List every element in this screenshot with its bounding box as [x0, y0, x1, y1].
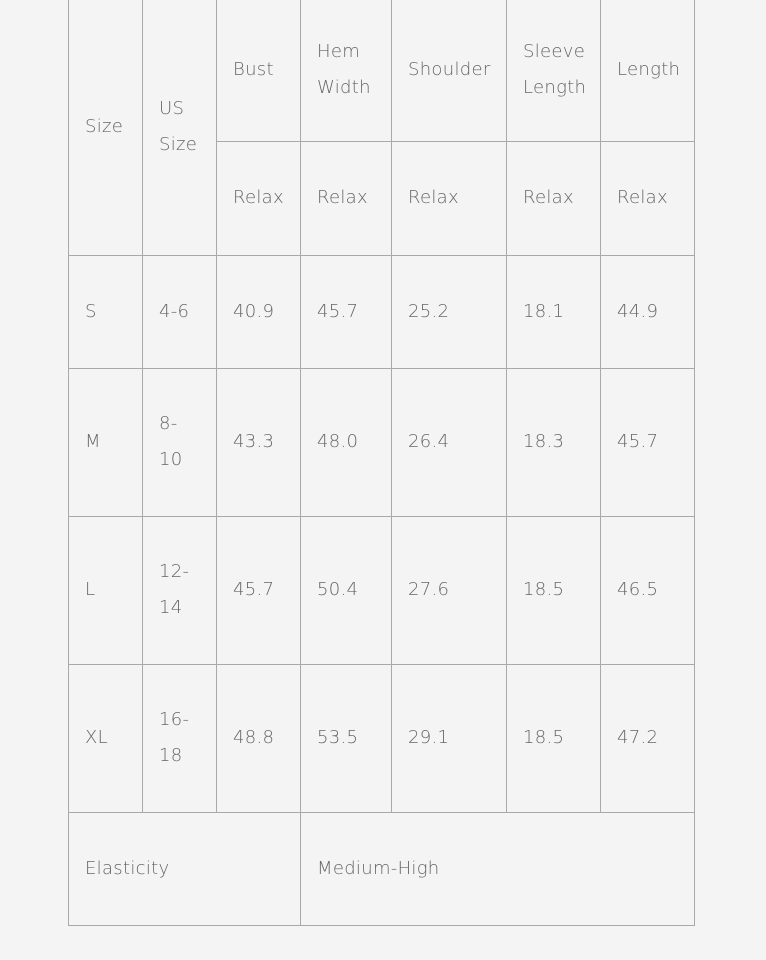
value-cell: 45.7	[300, 254, 392, 369]
value-cell: 47.2	[600, 663, 695, 813]
header-bust: Bust	[216, 0, 301, 142]
value-cell: 43.3	[216, 367, 301, 517]
value-cell: 48.0	[300, 367, 392, 517]
header-hem-width: Hem Width	[300, 0, 392, 142]
us-size-cell: 12-14	[142, 515, 217, 665]
us-size-cell: 4-6	[142, 254, 217, 369]
subheader-relax: Relax	[300, 140, 392, 256]
size-chart-table: Size US Size Bust Hem Width Shoulder Sle…	[68, 0, 695, 926]
value-cell: 48.8	[216, 663, 301, 813]
subheader-relax: Relax	[506, 140, 601, 256]
size-cell: XL	[68, 663, 143, 813]
value-cell: 25.2	[391, 254, 507, 369]
table-row: XL 16-18 48.8 53.5 29.1 18.5 47.2	[68, 663, 695, 813]
table-row: L 12-14 45.7 50.4 27.6 18.5 46.5	[68, 515, 695, 665]
table-row: S 4-6 40.9 45.7 25.2 18.1 44.9	[68, 254, 695, 369]
table-row: M 8-10 43.3 48.0 26.4 18.3 45.7	[68, 367, 695, 517]
value-cell: 45.7	[600, 367, 695, 517]
header-row: Size US Size Bust Hem Width Shoulder Sle…	[68, 0, 695, 256]
value-cell: 46.5	[600, 515, 695, 665]
subheader-relax: Relax	[391, 140, 507, 256]
header-sleeve-length: Sleeve Length	[506, 0, 601, 142]
subheader-relax: Relax	[216, 140, 301, 256]
us-size-cell: 8-10	[142, 367, 217, 517]
elasticity-row: Elasticity Medium-High	[68, 811, 695, 926]
value-cell: 29.1	[391, 663, 507, 813]
size-cell: L	[68, 515, 143, 665]
elasticity-label: Elasticity	[68, 811, 301, 926]
value-cell: 50.4	[300, 515, 392, 665]
value-cell: 44.9	[600, 254, 695, 369]
value-cell: 18.1	[506, 254, 601, 369]
value-cell: 26.4	[391, 367, 507, 517]
header-us-size: US Size	[142, 0, 217, 256]
value-cell: 40.9	[216, 254, 301, 369]
us-size-cell: 16-18	[142, 663, 217, 813]
size-cell: M	[68, 367, 143, 517]
value-cell: 45.7	[216, 515, 301, 665]
header-length: Length	[600, 0, 695, 142]
subheader-relax: Relax	[600, 140, 695, 256]
value-cell: 53.5	[300, 663, 392, 813]
header-shoulder: Shoulder	[391, 0, 507, 142]
size-cell: S	[68, 254, 143, 369]
value-cell: 18.5	[506, 663, 601, 813]
header-size: Size	[68, 0, 143, 256]
subheader-row: Relax Relax Relax Relax Relax	[69, 140, 695, 256]
value-cell: 27.6	[391, 515, 507, 665]
value-cell: 18.5	[506, 515, 601, 665]
elasticity-value: Medium-High	[300, 811, 695, 926]
value-cell: 18.3	[506, 367, 601, 517]
